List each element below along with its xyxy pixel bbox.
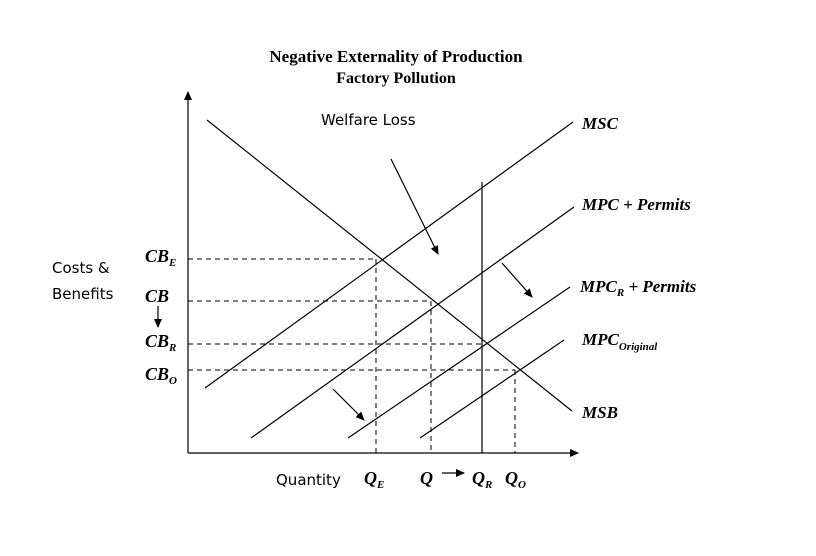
shift-arrow-upper — [501, 262, 533, 298]
mpc-permits-curve — [250, 206, 575, 439]
y-tick-cb-r: CBR — [145, 331, 176, 354]
mpc-original-label: MPCOriginal — [581, 330, 658, 353]
x-axis-label: Quantity — [276, 471, 341, 489]
shift-arrow-lower — [332, 388, 365, 421]
y-tick-cb-o: CBO — [145, 364, 177, 387]
mpc-r-permits-curve — [347, 286, 571, 439]
diagram-title: Negative Externality of Production — [269, 47, 523, 66]
msc-label: MSC — [581, 114, 619, 133]
y-tick-cb-e: CBE — [145, 246, 176, 269]
msb-curve — [206, 119, 573, 412]
welfare-loss-arrow — [390, 158, 439, 255]
y-axis-label-line2: Benefits — [52, 285, 114, 303]
mpc-original-curve — [419, 339, 565, 439]
x-tick-q-e: QE — [364, 468, 384, 491]
mpc-permits-label: MPC + Permits — [581, 195, 691, 214]
diagram-subtitle: Factory Pollution — [336, 70, 456, 87]
x-tick-q-o: QO — [505, 468, 526, 491]
mpc-r-permits-label: MPCR + Permits — [579, 277, 697, 299]
x-tick-q: Q — [420, 468, 433, 488]
y-tick-cb: CB — [145, 286, 169, 306]
msb-label: MSB — [581, 403, 618, 422]
x-tick-q-r: QR — [472, 468, 492, 491]
welfare-loss-label: Welfare Loss — [321, 111, 416, 129]
y-axis-label-line1: Costs & — [52, 259, 110, 277]
msc-curve — [204, 121, 574, 389]
